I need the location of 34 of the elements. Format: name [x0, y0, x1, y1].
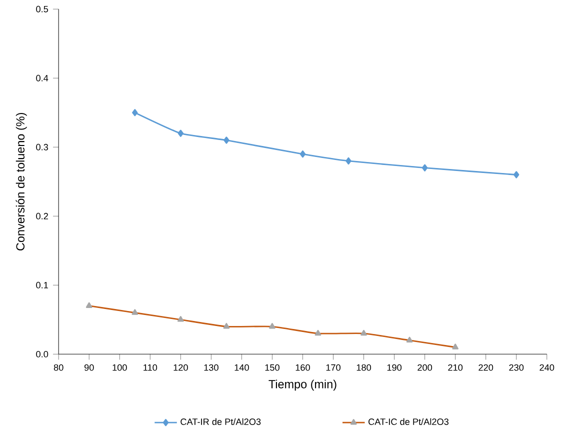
point	[422, 164, 428, 172]
point	[178, 130, 184, 137]
y-tick-label: 0.2	[36, 212, 48, 220]
x-tick-label: 100	[112, 364, 127, 371]
x-tick-label: 240	[540, 364, 554, 371]
x-tick-label: 80	[54, 364, 64, 371]
x-tick-label: 200	[418, 364, 432, 371]
x-tick-label: 210	[448, 364, 463, 371]
point	[300, 150, 306, 158]
x-tick-label: 170	[326, 364, 340, 371]
point	[132, 109, 138, 116]
x-tick-label: 150	[265, 364, 280, 371]
legend-label: CAT-IC de Pt/Al2O3	[368, 418, 449, 426]
x-axis-title: Tiempo (min)	[268, 380, 336, 391]
x-tick-label: 190	[387, 364, 402, 371]
x-tick-label: 230	[509, 364, 524, 371]
x-tick-label: 180	[356, 364, 372, 371]
y-axis-title: Conversión de tolueno (%)	[16, 113, 27, 250]
x-tick-label: 220	[478, 364, 494, 371]
legend-label: CAT-IR de Pt/Al2O3	[180, 418, 261, 426]
y-tick-label: 0.1	[36, 282, 48, 288]
point	[224, 136, 230, 144]
y-tick-label: 0.3	[36, 144, 48, 150]
point	[513, 171, 520, 178]
x-tick-label: 130	[204, 364, 218, 371]
y-tick-label: 0.5	[36, 6, 48, 12]
x-tick-label: 110	[144, 364, 158, 371]
x-tick-label: 140	[234, 364, 249, 371]
y-tick-label: 0.4	[36, 74, 48, 82]
x-tick-label: 90	[84, 364, 94, 371]
point	[346, 157, 352, 165]
x-tick-label: 120	[174, 364, 188, 371]
y-tick-label: 0.0	[36, 351, 48, 358]
x-tick-label: 160	[296, 364, 310, 371]
